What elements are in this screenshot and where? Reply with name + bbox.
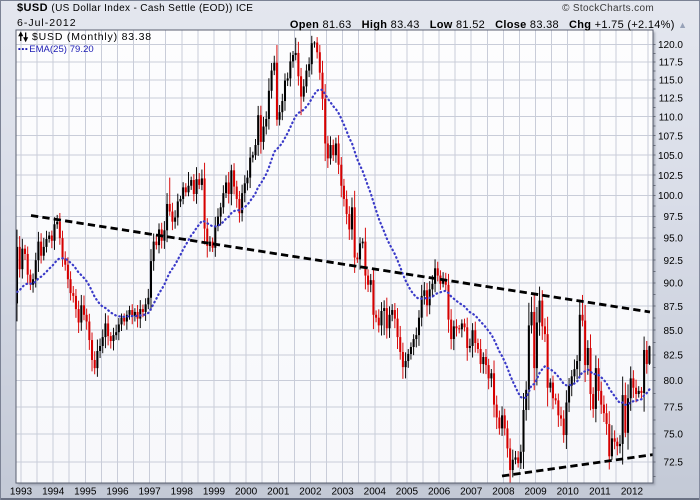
svg-text:100.0: 100.0 bbox=[658, 191, 683, 202]
svg-text:90.0: 90.0 bbox=[664, 279, 684, 290]
svg-text:107.5: 107.5 bbox=[658, 131, 683, 142]
svg-text:1996: 1996 bbox=[106, 487, 129, 498]
svg-text:1998: 1998 bbox=[171, 487, 194, 498]
svg-text:117.5: 117.5 bbox=[659, 58, 684, 69]
svg-text:87.5: 87.5 bbox=[664, 302, 684, 313]
svg-text:2004: 2004 bbox=[364, 487, 387, 498]
svg-text:2011: 2011 bbox=[589, 487, 611, 498]
svg-text:2007: 2007 bbox=[460, 487, 483, 498]
svg-text:77.5: 77.5 bbox=[664, 402, 684, 413]
svg-text:97.5: 97.5 bbox=[664, 212, 684, 223]
svg-text:85.0: 85.0 bbox=[664, 326, 684, 337]
svg-text:2006: 2006 bbox=[428, 487, 451, 498]
svg-text:2010: 2010 bbox=[557, 487, 580, 498]
svg-text:110.0: 110.0 bbox=[659, 112, 684, 123]
svg-text:92.5: 92.5 bbox=[664, 256, 684, 267]
svg-text:2002: 2002 bbox=[299, 487, 322, 498]
svg-text:2003: 2003 bbox=[331, 487, 354, 498]
svg-text:82.5: 82.5 bbox=[664, 351, 684, 362]
svg-text:95.0: 95.0 bbox=[664, 234, 684, 245]
svg-text:75.0: 75.0 bbox=[664, 430, 684, 441]
svg-text:2005: 2005 bbox=[396, 487, 419, 498]
svg-text:112.5: 112.5 bbox=[659, 94, 684, 105]
svg-text:120.0: 120.0 bbox=[658, 40, 683, 51]
svg-text:2000: 2000 bbox=[235, 487, 258, 498]
svg-text:1999: 1999 bbox=[203, 487, 226, 498]
svg-text:115.0: 115.0 bbox=[659, 76, 684, 87]
svg-text:102.5: 102.5 bbox=[658, 171, 683, 182]
svg-text:1994: 1994 bbox=[42, 487, 65, 498]
svg-text:1997: 1997 bbox=[138, 487, 161, 498]
svg-text:1993: 1993 bbox=[10, 487, 33, 498]
svg-text:2012: 2012 bbox=[621, 487, 644, 498]
svg-text:2001: 2001 bbox=[267, 487, 290, 498]
svg-text:105.0: 105.0 bbox=[658, 151, 683, 162]
svg-text:2008: 2008 bbox=[492, 487, 515, 498]
svg-text:2009: 2009 bbox=[524, 487, 547, 498]
svg-text:72.5: 72.5 bbox=[664, 458, 684, 469]
svg-text:80.0: 80.0 bbox=[664, 376, 684, 387]
svg-text:1995: 1995 bbox=[74, 487, 97, 498]
